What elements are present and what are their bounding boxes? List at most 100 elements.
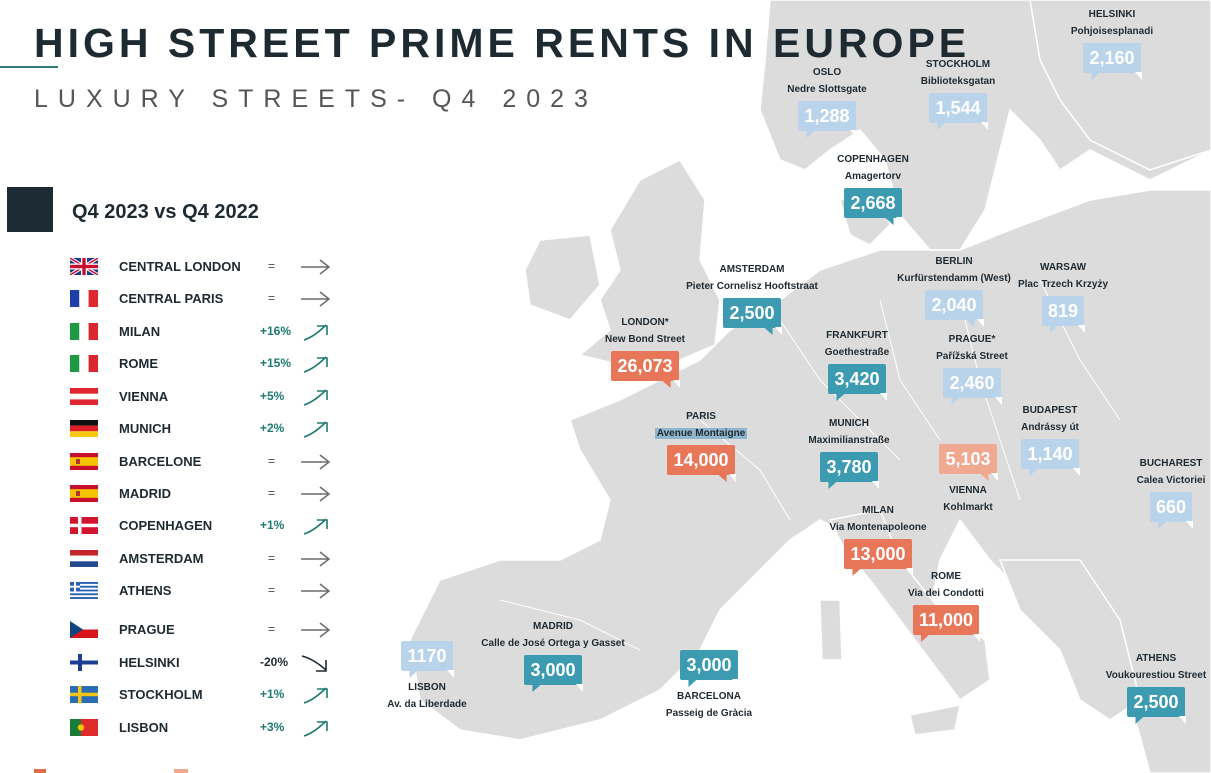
street-name: New Bond Street <box>604 334 685 345</box>
legend-change-value: = <box>268 291 276 305</box>
rent-value: 2,040 <box>931 295 977 315</box>
trend-up-arrow-icon <box>298 418 332 440</box>
rent-value-bubble: 3,420 <box>828 364 887 401</box>
city-name: LISBON <box>408 682 446 693</box>
finland-flag-icon <box>70 654 98 671</box>
legend-change-value: +2% <box>260 421 285 435</box>
legend-city-label: VIENNA <box>119 389 169 404</box>
page-subtitle: LUXURY STREETS- Q4 2023 <box>34 85 598 113</box>
bubble-pointer <box>852 568 862 576</box>
legend-city-label: COPENHAGEN <box>119 518 213 533</box>
italy-flag-icon <box>70 323 98 340</box>
city-marker-amsterdam: AMSTERDAM Pieter Cornelisz Hooftstraat 2,5… <box>652 263 852 335</box>
rent-value: 13,000 <box>850 544 906 564</box>
legend-city-label: BARCELONE <box>119 454 202 469</box>
rent-value: 26,073 <box>617 356 673 376</box>
street-name: Calea Victoriei <box>1136 475 1206 486</box>
city-marker-copenhagen: COPENHAGEN Amagertorv 2,668 <box>773 153 973 225</box>
page-title: HIGH STREET PRIME RENTS IN EUROPE <box>34 20 971 66</box>
city-marker-lisbon: 1170 LISBON Av. da Liberdade <box>327 641 527 712</box>
city-name: MILAN <box>862 505 894 516</box>
city-marker-munich: MUNICH Maximilianstraße 3,780 <box>749 417 949 489</box>
rent-value-bubble: 3,000 <box>524 655 583 692</box>
legend-row: MADRID = <box>70 481 350 505</box>
footer-accent-secondary <box>174 769 188 773</box>
rent-value-bubble: 819 <box>1041 296 1086 333</box>
bubble-pointer <box>532 684 542 692</box>
czech-flag-icon <box>70 621 98 638</box>
austria-flag-icon <box>70 388 98 405</box>
legend-row: CENTRAL LONDON = <box>70 254 350 278</box>
legend-change-value: -20% <box>260 655 289 669</box>
rent-value: 3,000 <box>530 660 576 680</box>
city-marker-vienna: 5,103 VIENNA Kohlmarkt <box>868 444 1068 515</box>
rent-value: 14,000 <box>673 450 729 470</box>
city-name: WARSAW <box>1039 262 1087 273</box>
legend-change-value: = <box>268 454 276 468</box>
trend-down-arrow-icon <box>298 652 332 674</box>
city-marker-helsinki: HELSINKI Pohjoisesplanadi 2,160 <box>1012 8 1211 80</box>
trend-flat-arrow-icon <box>298 580 332 602</box>
rent-value: 2,500 <box>1133 692 1179 712</box>
sicily-land <box>909 704 961 736</box>
city-marker-barcelona: 3,000 BARCELONA Passeig de Gràcia <box>609 650 809 721</box>
legend-row: PRAGUE = <box>70 617 350 641</box>
rent-value-bubble: 11,000 <box>912 605 981 642</box>
bubble-pointer <box>661 380 671 388</box>
trend-flat-arrow-icon <box>298 288 332 310</box>
city-marker-warsaw: WARSAW Plac Trzech Krzyży 819 <box>963 261 1163 333</box>
city-name: STOCKHOLM <box>925 59 991 70</box>
legend-change-value: +3% <box>260 720 285 734</box>
city-name: HELSINKI <box>1088 9 1136 20</box>
rent-value: 2,160 <box>1089 48 1135 68</box>
city-name: VIENNA <box>949 485 987 496</box>
city-name: MADRID <box>533 621 573 632</box>
city-name: OSLO <box>812 67 842 78</box>
rent-value-bubble: 3,780 <box>820 452 879 489</box>
germany-flag-icon <box>70 420 98 437</box>
uk-flag-icon <box>70 258 98 275</box>
legend-row: VIENNA +5% <box>70 384 350 408</box>
legend-change-value: = <box>268 551 276 565</box>
legend-change-value: = <box>268 583 276 597</box>
city-name: BARCELONA <box>677 691 741 702</box>
greece-flag-icon <box>70 582 98 599</box>
legend-city-label: PRAGUE <box>119 622 175 637</box>
rent-value-bubble: 14,000 <box>667 445 736 482</box>
city-name: LONDON* <box>621 317 669 328</box>
legend-row: ROME +15% <box>70 351 350 375</box>
street-name: Pieter Cornelisz Hooftstraat <box>686 281 818 292</box>
rent-value: 1170 <box>407 646 447 666</box>
city-marker-paris: PARIS Avenue Montaigne 14,000 <box>601 410 801 482</box>
netherlands-flag-icon <box>70 550 98 567</box>
city-name: BUCHAREST <box>1139 458 1203 469</box>
legend-city-label: HELSINKI <box>119 655 180 670</box>
legend-row: LISBON +3% <box>70 715 350 739</box>
legend-change-value: = <box>268 622 276 636</box>
bubble-pointer <box>937 122 947 130</box>
trend-flat-arrow-icon <box>298 483 332 505</box>
city-marker-berlin: BERLIN Kurfürstendamm (West) 2,040 <box>854 255 1054 327</box>
city-marker-madrid: MADRID Calle de José Ortega y Gasset 3,000 <box>453 620 653 692</box>
street-name: Via dei Condotti <box>908 588 984 599</box>
legend-row: AMSTERDAM = <box>70 546 350 570</box>
rent-value-bubble: 3,000 <box>680 650 739 687</box>
legend-row: HELSINKI -20% <box>70 650 350 674</box>
street-name: Goethestraße <box>824 347 890 358</box>
bubble-pointer <box>965 319 975 327</box>
legend-change-value: +1% <box>260 518 285 532</box>
rent-value-bubble: 2,460 <box>943 368 1002 405</box>
ireland-land <box>524 234 601 321</box>
city-marker-oslo: OSLO Nedre Slottsgate 1,288 <box>727 66 927 138</box>
street-name: Calle de José Ortega y Gasset <box>481 638 625 649</box>
spain-flag-icon <box>70 453 98 470</box>
city-marker-london: LONDON* New Bond Street 26,073 <box>545 316 745 388</box>
spain-flag-icon <box>70 485 98 502</box>
legend-change-value: +1% <box>260 687 285 701</box>
street-name: Biblioteksgatan <box>920 76 996 87</box>
trend-flat-arrow-icon <box>298 451 332 473</box>
legend-row: ATHENS = <box>70 578 350 602</box>
rent-value: 1,288 <box>804 106 850 126</box>
bubble-pointer <box>920 634 930 642</box>
city-marker-rome: ROME Via dei Condotti 11,000 <box>846 570 1046 642</box>
